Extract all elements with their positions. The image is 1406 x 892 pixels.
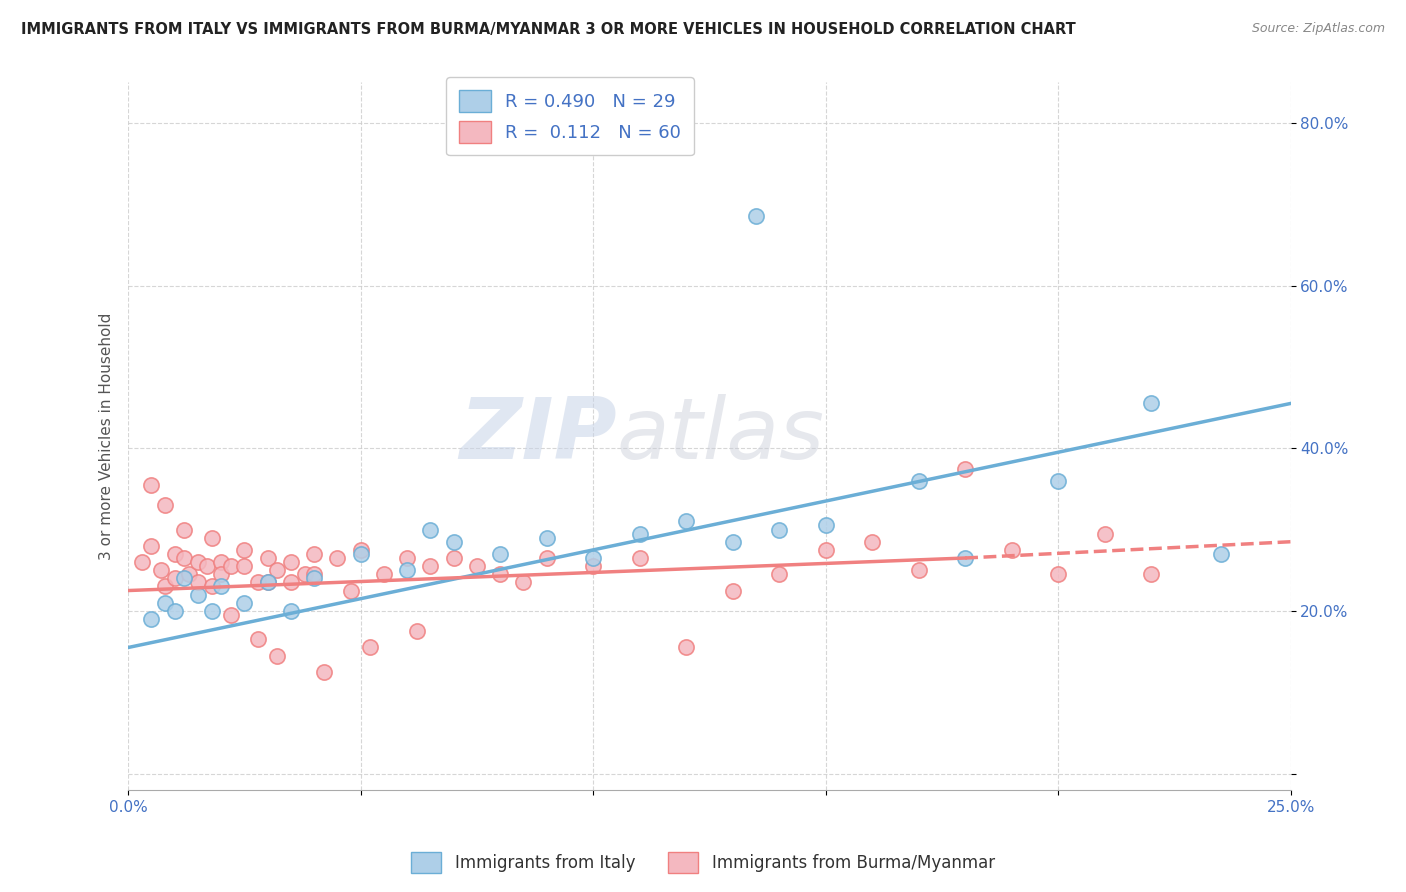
Point: [768, 523, 790, 537]
Point: [163, 571, 186, 585]
Point: [233, 559, 256, 574]
Point: [814, 518, 837, 533]
Point: [256, 575, 278, 590]
Point: [256, 551, 278, 566]
Point: [536, 551, 558, 566]
Point: [131, 555, 153, 569]
Point: [247, 575, 270, 590]
Point: [419, 559, 441, 574]
Point: [312, 665, 335, 679]
Point: [745, 210, 768, 224]
Point: [721, 534, 744, 549]
Point: [465, 559, 488, 574]
Point: [280, 575, 302, 590]
Text: atlas: atlas: [616, 394, 824, 477]
Point: [201, 604, 224, 618]
Point: [582, 559, 605, 574]
Point: [340, 583, 363, 598]
Point: [1140, 567, 1163, 582]
Point: [1094, 526, 1116, 541]
Point: [201, 579, 224, 593]
Point: [443, 534, 465, 549]
Point: [768, 567, 790, 582]
Point: [209, 567, 232, 582]
Point: [280, 604, 302, 618]
Point: [1047, 567, 1070, 582]
Point: [187, 555, 209, 569]
Point: [266, 563, 288, 577]
Point: [582, 551, 605, 566]
Point: [209, 555, 232, 569]
Point: [373, 567, 395, 582]
Point: [419, 523, 441, 537]
Point: [953, 551, 976, 566]
Point: [396, 551, 419, 566]
Point: [177, 567, 200, 582]
Point: [201, 531, 224, 545]
Point: [953, 461, 976, 475]
Point: [195, 559, 218, 574]
Point: [405, 624, 427, 639]
Point: [141, 539, 163, 553]
Point: [1209, 547, 1232, 561]
Point: [628, 526, 651, 541]
Text: IMMIGRANTS FROM ITALY VS IMMIGRANTS FROM BURMA/MYANMAR 3 OR MORE VEHICLES IN HOU: IMMIGRANTS FROM ITALY VS IMMIGRANTS FROM…: [21, 22, 1076, 37]
Point: [907, 474, 929, 488]
Legend: R = 0.490   N = 29, R =  0.112   N = 60: R = 0.490 N = 29, R = 0.112 N = 60: [446, 77, 695, 155]
Point: [219, 607, 242, 622]
Point: [233, 542, 256, 557]
Point: [302, 547, 325, 561]
Point: [155, 596, 177, 610]
Point: [141, 477, 163, 491]
Point: [163, 547, 186, 561]
Point: [209, 579, 232, 593]
Point: [1047, 474, 1070, 488]
Point: [628, 551, 651, 566]
Point: [173, 551, 195, 566]
Point: [173, 523, 195, 537]
Point: [219, 559, 242, 574]
Legend: Immigrants from Italy, Immigrants from Burma/Myanmar: Immigrants from Italy, Immigrants from B…: [405, 846, 1001, 880]
Point: [149, 563, 172, 577]
Point: [721, 583, 744, 598]
Point: [350, 542, 373, 557]
Point: [860, 534, 883, 549]
Point: [233, 596, 256, 610]
Point: [443, 551, 465, 566]
Point: [163, 604, 186, 618]
Point: [155, 498, 177, 512]
Point: [350, 547, 373, 561]
Point: [294, 567, 316, 582]
Text: ZIP: ZIP: [458, 394, 616, 477]
Point: [187, 588, 209, 602]
Text: Source: ZipAtlas.com: Source: ZipAtlas.com: [1251, 22, 1385, 36]
Point: [359, 640, 381, 655]
Point: [814, 542, 837, 557]
Point: [256, 575, 278, 590]
Point: [247, 632, 270, 647]
Point: [1140, 396, 1163, 410]
Point: [675, 640, 697, 655]
Point: [512, 575, 534, 590]
Point: [266, 648, 288, 663]
Point: [141, 612, 163, 626]
Point: [489, 567, 512, 582]
Point: [907, 563, 929, 577]
Point: [302, 567, 325, 582]
Point: [396, 563, 419, 577]
Point: [536, 531, 558, 545]
Point: [155, 579, 177, 593]
Point: [675, 515, 697, 529]
Point: [187, 575, 209, 590]
Point: [1001, 542, 1024, 557]
Point: [302, 571, 325, 585]
Y-axis label: 3 or more Vehicles in Household: 3 or more Vehicles in Household: [100, 312, 114, 559]
Point: [489, 547, 512, 561]
Point: [173, 571, 195, 585]
Point: [326, 551, 349, 566]
Point: [280, 555, 302, 569]
